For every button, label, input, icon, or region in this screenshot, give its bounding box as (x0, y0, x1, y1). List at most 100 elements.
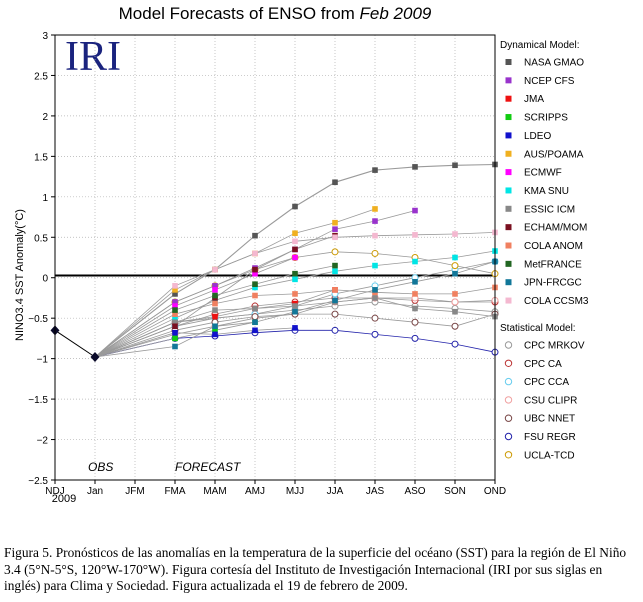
data-point (212, 292, 218, 299)
data-point (172, 315, 178, 321)
y-tick-label: 1.5 (34, 152, 48, 163)
data-point (212, 331, 218, 338)
data-point (451, 322, 459, 330)
dynamical-series-11 (94, 262, 338, 358)
data-point (292, 270, 298, 277)
series-line (94, 297, 496, 358)
data-point (172, 307, 178, 313)
data-point (212, 300, 218, 307)
legend-entry: FSU REGR (524, 432, 576, 443)
legend-entry: UBC NNET (524, 414, 575, 425)
data-point (412, 278, 418, 285)
data-point (411, 318, 419, 326)
dynamical-series-6 (94, 254, 298, 358)
data-point (292, 246, 298, 253)
legend-marker (505, 279, 512, 286)
x-tick-label: JFM (125, 486, 144, 497)
data-point (252, 284, 258, 291)
statistical-series-5 (94, 326, 499, 358)
data-point (412, 164, 418, 170)
data-point (292, 303, 298, 309)
data-point (172, 287, 178, 293)
legend-entry: COLA CCSM3 (524, 296, 589, 307)
legend-marker (504, 396, 513, 404)
x-tick-label: JJA (327, 486, 344, 497)
data-point (292, 276, 298, 283)
data-point (252, 232, 258, 239)
data-point (412, 207, 418, 214)
y-tick-label: −2.5 (28, 476, 48, 487)
data-point (332, 262, 338, 269)
data-point (332, 219, 338, 226)
data-point (172, 335, 178, 342)
data-point (172, 329, 178, 336)
gridlines (55, 35, 495, 480)
series-line (94, 329, 496, 358)
legend-marker (505, 242, 512, 249)
enso-forecast-chart: Model Forecasts of ENSO from Feb 2009 IR… (14, 4, 589, 505)
data-point (172, 303, 178, 309)
legend-entry: ECMWF (524, 168, 562, 179)
data-point (332, 226, 338, 232)
series-group (50, 161, 499, 363)
legend-entry: CPC MRKOV (524, 341, 585, 352)
data-point (292, 203, 298, 210)
dynamical-series-10 (94, 284, 498, 358)
x-tick-label: FMA (164, 486, 185, 497)
x-tick-label: MAM (203, 486, 226, 497)
data-point (332, 268, 338, 275)
data-point (212, 323, 218, 330)
data-point (332, 287, 338, 293)
legend-entry: CPC CCA (524, 377, 569, 388)
chart-title-main: Model Forecasts of ENSO from (119, 4, 360, 23)
data-point (172, 291, 178, 297)
data-point (451, 340, 459, 348)
legend-marker (505, 169, 512, 176)
iri-logo: IRI (65, 34, 121, 80)
series-line (94, 235, 336, 358)
x-tick-label: SON (444, 486, 466, 497)
legend-entry: COLA ANOM (524, 241, 583, 252)
data-point (172, 299, 178, 305)
data-point (451, 262, 459, 270)
legend-entry: KMA SNU (524, 186, 569, 197)
series-line (94, 250, 496, 358)
chart-title: Model Forecasts of ENSO from Feb 2009 (119, 4, 432, 23)
legend-entry: CSU CLIPR (524, 395, 577, 406)
data-point (332, 179, 338, 186)
series-line (94, 313, 496, 358)
data-point (292, 325, 298, 331)
y-tick-label: 0.5 (34, 233, 48, 244)
data-point (292, 291, 298, 297)
forecast-label: FORECAST (175, 460, 242, 474)
series-line (94, 287, 496, 358)
data-point (212, 327, 218, 334)
series-line (94, 163, 496, 358)
y-tick-label: 2 (42, 112, 48, 123)
legend-entry: AUS/POAMA (524, 149, 584, 160)
legend-marker (505, 132, 512, 139)
data-point (252, 292, 258, 299)
y-tick-label: 3 (42, 31, 48, 42)
legend-entry: CPC CA (524, 359, 562, 370)
year-label: 2009 (52, 493, 76, 505)
data-point (452, 231, 458, 237)
data-point (172, 343, 178, 350)
data-point (172, 283, 178, 289)
y-axis-label: NINO3.4 SST Anomaly(°C) (14, 209, 26, 341)
data-point (251, 313, 259, 321)
legend-marker (505, 224, 512, 231)
y-tick-label: 0 (42, 274, 48, 285)
legend-entry: ECHAM/MOM (524, 223, 587, 234)
figure-caption: Figura 5. Pronósticos de las anomalías e… (4, 545, 627, 593)
data-point (252, 327, 258, 334)
legend-marker (505, 187, 512, 194)
legend-marker (504, 432, 513, 441)
data-point (412, 232, 418, 238)
plot-frame (54, 34, 496, 481)
y-tick-label: 1 (42, 193, 48, 204)
data-point (331, 248, 339, 256)
legend-entry: JMA (524, 94, 544, 105)
data-point (412, 291, 418, 297)
legend-marker (505, 297, 512, 304)
